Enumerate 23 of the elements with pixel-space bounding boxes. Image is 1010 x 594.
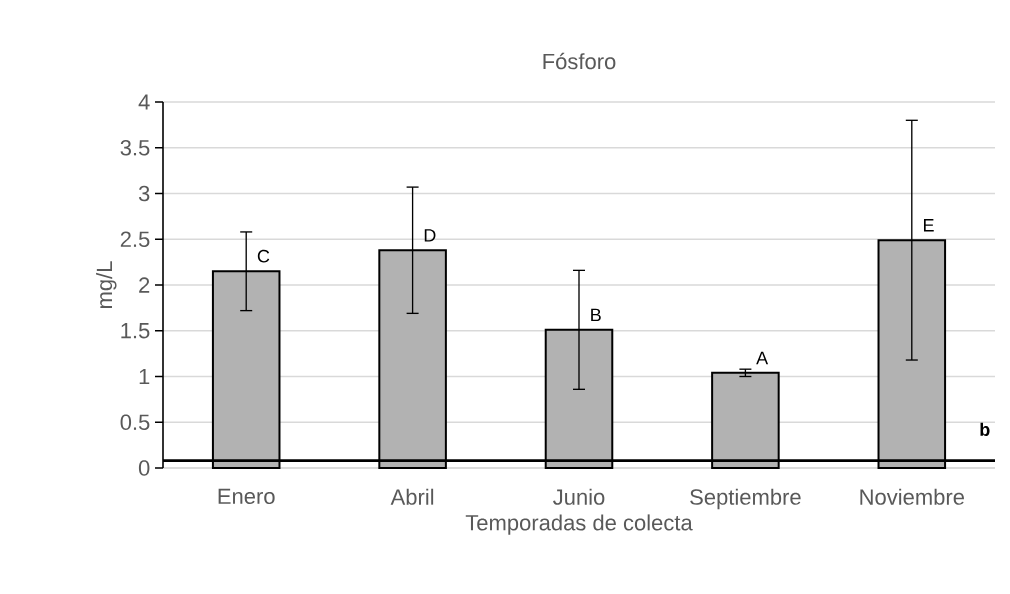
y-tick-label: 4: [138, 94, 150, 110]
y-tick-label: 1.5: [121, 323, 150, 339]
annotation: A: [756, 351, 769, 365]
x-axis-title: Temporadas de colecta: [465, 514, 693, 535]
y-tick-label: 0: [138, 460, 150, 476]
chart-title: Fósforo: [543, 52, 616, 70]
annotation: E: [923, 219, 934, 232]
annotation: D: [424, 229, 436, 242]
x-tick-label: Septiembre: [690, 488, 801, 510]
x-tick-label: Noviembre: [860, 488, 964, 505]
x-tick-label: Junio: [553, 488, 605, 505]
x-tick-label: Abril: [390, 488, 434, 505]
annotation: B: [591, 308, 601, 322]
y-tick-label: 3.5: [120, 139, 150, 156]
annotation: C: [257, 249, 270, 263]
ref-line-label: b: [980, 422, 990, 436]
y-axis-title: mg/L: [96, 261, 117, 308]
y-tick-label: 1: [139, 368, 150, 385]
x-tick-label: Enero: [218, 488, 275, 505]
y-tick-label: 2.5: [120, 231, 150, 248]
y-tick-label: 3: [138, 185, 150, 202]
y-tick-label: 2: [139, 277, 150, 293]
y-tick-label: 0.5: [120, 414, 150, 431]
